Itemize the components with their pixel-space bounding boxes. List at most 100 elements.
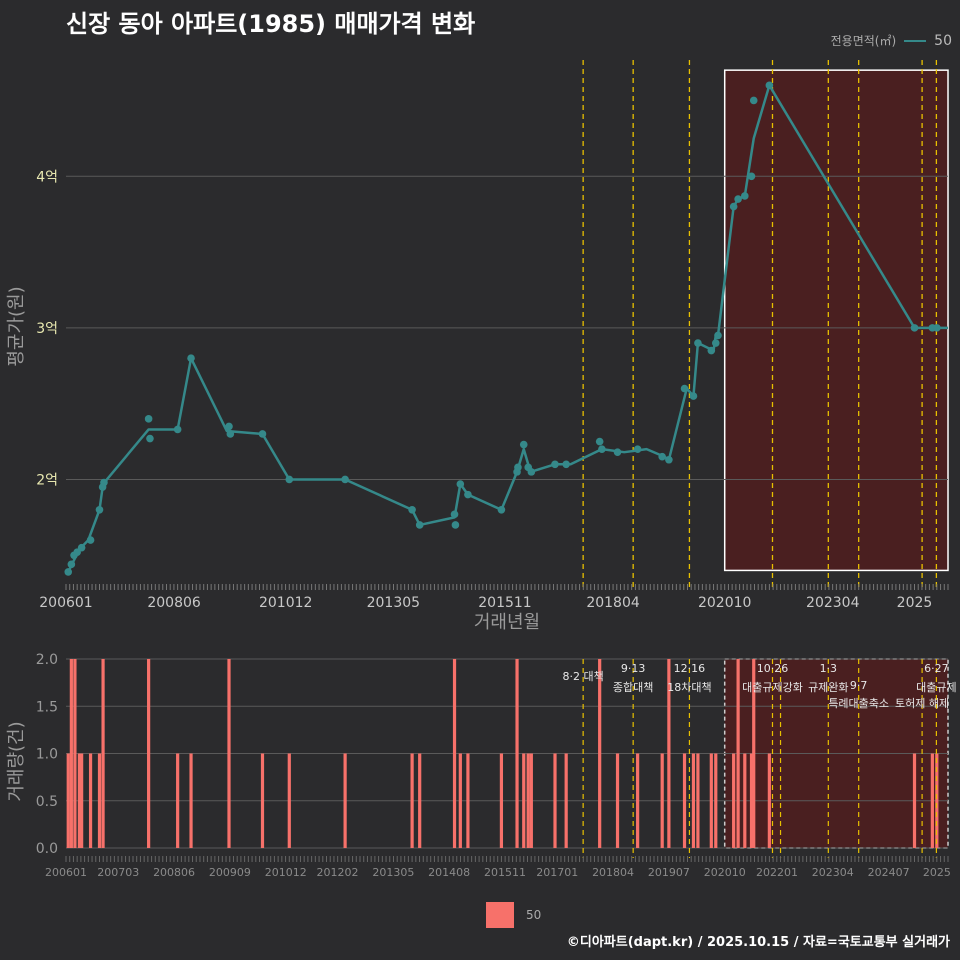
x-tick-label-bottom: 201012 bbox=[265, 866, 307, 879]
legend-bar-value: 50 bbox=[526, 908, 542, 922]
price-point bbox=[451, 521, 460, 529]
legend-line-swatch bbox=[904, 39, 927, 42]
price-point bbox=[456, 480, 465, 488]
volume-bar bbox=[522, 753, 526, 848]
volume-bar bbox=[935, 753, 939, 848]
x-tick-label-bottom: 201804 bbox=[592, 866, 634, 879]
price-point bbox=[341, 475, 349, 484]
price-point bbox=[933, 324, 941, 332]
price-point bbox=[598, 445, 606, 453]
volume-bar bbox=[709, 753, 713, 848]
price-point bbox=[497, 505, 506, 514]
volume-bar bbox=[227, 659, 231, 848]
volume-bar bbox=[691, 753, 696, 848]
y-tick-label-bottom: 2.0 bbox=[36, 652, 58, 668]
policy-annotation: 1·3 bbox=[820, 662, 838, 675]
x-tick-label-top: 202010 bbox=[698, 595, 751, 611]
volume-bar bbox=[466, 753, 470, 848]
policy-annotation: 토허제 해제 bbox=[895, 696, 949, 710]
x-tick-label-top: 201511 bbox=[478, 595, 531, 611]
volume-bar bbox=[553, 753, 557, 848]
volume-bar bbox=[667, 659, 671, 848]
policy-annotation: 규제완화 bbox=[808, 681, 848, 694]
volume-bar bbox=[189, 753, 193, 848]
volume-bar bbox=[452, 659, 457, 848]
volume-bar bbox=[458, 753, 462, 848]
volume-bar bbox=[77, 753, 81, 848]
legend-top: 전용면적(㎡) 50 bbox=[831, 32, 952, 49]
x-tick-label-bottom: 201511 bbox=[484, 866, 526, 879]
price-point bbox=[551, 460, 559, 469]
chart-title: 신장 동아 아파트(1985) 매매가격 변화 bbox=[66, 10, 476, 38]
price-point bbox=[714, 331, 722, 340]
volume-bar bbox=[410, 753, 414, 848]
price-point bbox=[734, 195, 742, 203]
price-line bbox=[67, 84, 948, 573]
policy-annotation: 종합대책 bbox=[613, 681, 653, 694]
volume-bar bbox=[682, 753, 687, 848]
price-point bbox=[711, 339, 720, 347]
x-tick-label-top: 202304 bbox=[806, 595, 860, 611]
price-point bbox=[665, 455, 673, 464]
volume-bar bbox=[80, 753, 84, 848]
volume-bar bbox=[749, 753, 754, 848]
x-tick-label-bottom: 200909 bbox=[209, 866, 251, 879]
volume-bar bbox=[930, 753, 934, 848]
y-axis-label-bottom: 거래량(건) bbox=[6, 721, 27, 801]
x-tick-label-top: 200806 bbox=[147, 595, 201, 611]
y-tick-label-top: 4억 bbox=[36, 169, 58, 185]
price-point bbox=[95, 505, 104, 514]
y-tick-label-top: 2억 bbox=[36, 472, 58, 488]
price-point bbox=[729, 202, 738, 211]
footer-credit: ©디아파트(dapt.kr) / 2025.10.15 / 자료=국토교통부 실… bbox=[566, 935, 950, 950]
price-point bbox=[450, 510, 459, 519]
policy-annotation: 6·27 bbox=[924, 662, 949, 675]
volume-bar bbox=[97, 753, 102, 848]
volume-bar bbox=[260, 753, 265, 848]
x-tick-label-bottom: 202407 bbox=[868, 866, 910, 879]
legend-title: 전용면적(㎡) bbox=[830, 34, 897, 48]
x-tick-label-top: 200601 bbox=[39, 595, 92, 611]
policy-annotation: 특례대출축소 bbox=[828, 697, 889, 710]
legend-bar-swatch bbox=[486, 902, 514, 928]
y-tick-label-top: 3억 bbox=[36, 321, 58, 337]
volume-bar bbox=[418, 753, 422, 848]
x-tick-label-bottom: 202010 bbox=[704, 866, 746, 879]
policy-annotation: 9·7 bbox=[850, 679, 868, 692]
x-tick-label-top: 201804 bbox=[586, 595, 640, 611]
price-point bbox=[285, 475, 294, 484]
legend-value: 50 bbox=[934, 32, 952, 49]
price-point bbox=[77, 543, 86, 552]
price-point bbox=[633, 445, 642, 453]
volume-bar bbox=[696, 753, 700, 848]
volume-bar bbox=[343, 753, 347, 848]
price-point bbox=[144, 415, 153, 423]
volume-bar bbox=[660, 753, 664, 848]
x-tick-label-bottom: 200806 bbox=[153, 866, 195, 879]
price-point bbox=[527, 468, 536, 476]
y-tick-label-bottom: 1.5 bbox=[36, 699, 58, 715]
x-tick-label-bottom: 201202 bbox=[317, 866, 359, 879]
volume-bar bbox=[66, 753, 70, 848]
volume-bar bbox=[499, 753, 504, 848]
volume-bar bbox=[912, 753, 917, 848]
x-tick-label-bottom: 201907 bbox=[648, 866, 690, 879]
x-tick-label-bottom: 2025 bbox=[923, 866, 951, 879]
policy-annotation: 대출규제강화 bbox=[742, 681, 803, 694]
price-point bbox=[680, 384, 689, 393]
policy-annotation: 9·13 bbox=[621, 662, 646, 675]
volume-bar bbox=[598, 659, 602, 848]
policy-annotation: 12·16 bbox=[674, 662, 706, 675]
x-tick-label-bottom: 200703 bbox=[97, 866, 139, 879]
price-point bbox=[747, 172, 756, 181]
x-tick-label-bottom: 202201 bbox=[756, 866, 798, 879]
price-point bbox=[519, 440, 528, 449]
volume-bar bbox=[564, 753, 568, 848]
price-point bbox=[173, 425, 182, 434]
x-tick-label-bottom: 201305 bbox=[372, 866, 414, 879]
policy-annotation: 18차대책 bbox=[667, 681, 711, 694]
x-tick-label-bottom: 200601 bbox=[45, 866, 87, 879]
price-point bbox=[67, 560, 76, 569]
price-point bbox=[749, 96, 758, 105]
x-tick-label-top: 201012 bbox=[259, 595, 312, 611]
